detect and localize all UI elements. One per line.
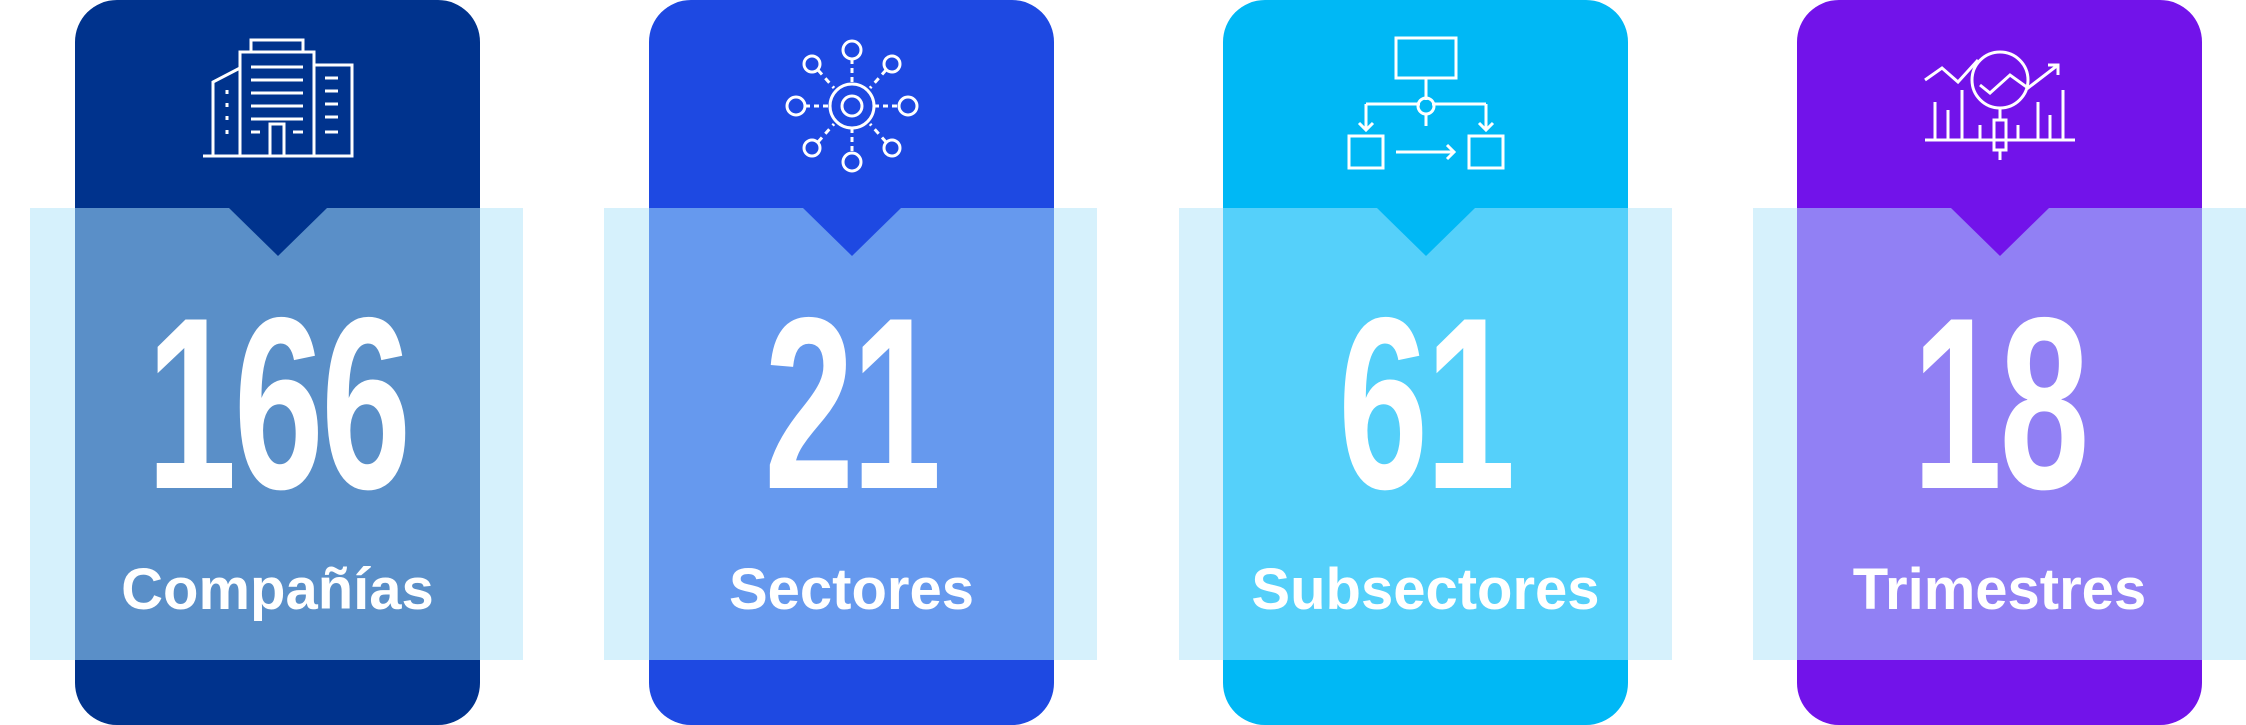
hierarchy-flowchart-icon (1347, 36, 1504, 170)
stat-value: 166 (146, 266, 412, 540)
notch (1950, 208, 2049, 256)
notch (802, 208, 901, 256)
card-band (649, 208, 1054, 660)
card-band (75, 208, 480, 660)
card-band (1223, 208, 1628, 660)
stat-card-sectores: 21 Sectores (649, 0, 1054, 725)
notch (228, 208, 327, 256)
trend-analysis-icon (1923, 50, 2075, 160)
stat-value: 61 (1338, 266, 1515, 540)
stat-label: Subsectores (1251, 557, 1600, 622)
notch (1376, 208, 1475, 256)
stat-card-trimestres: 18 Trimestres (1797, 0, 2202, 725)
stat-card-companias: 166 Compañías (75, 0, 480, 725)
stat-label: Compañías (121, 557, 434, 622)
stat-label: Sectores (728, 557, 975, 622)
stat-card-subsectores: 61 Subsectores (1223, 0, 1628, 725)
stat-label: Trimestres (1852, 557, 2147, 622)
card-band (1797, 208, 2202, 660)
gear-network-icon (785, 39, 918, 173)
stat-value: 21 (764, 266, 941, 540)
office-buildings-icon (202, 38, 353, 158)
stat-value: 18 (1912, 266, 2089, 540)
